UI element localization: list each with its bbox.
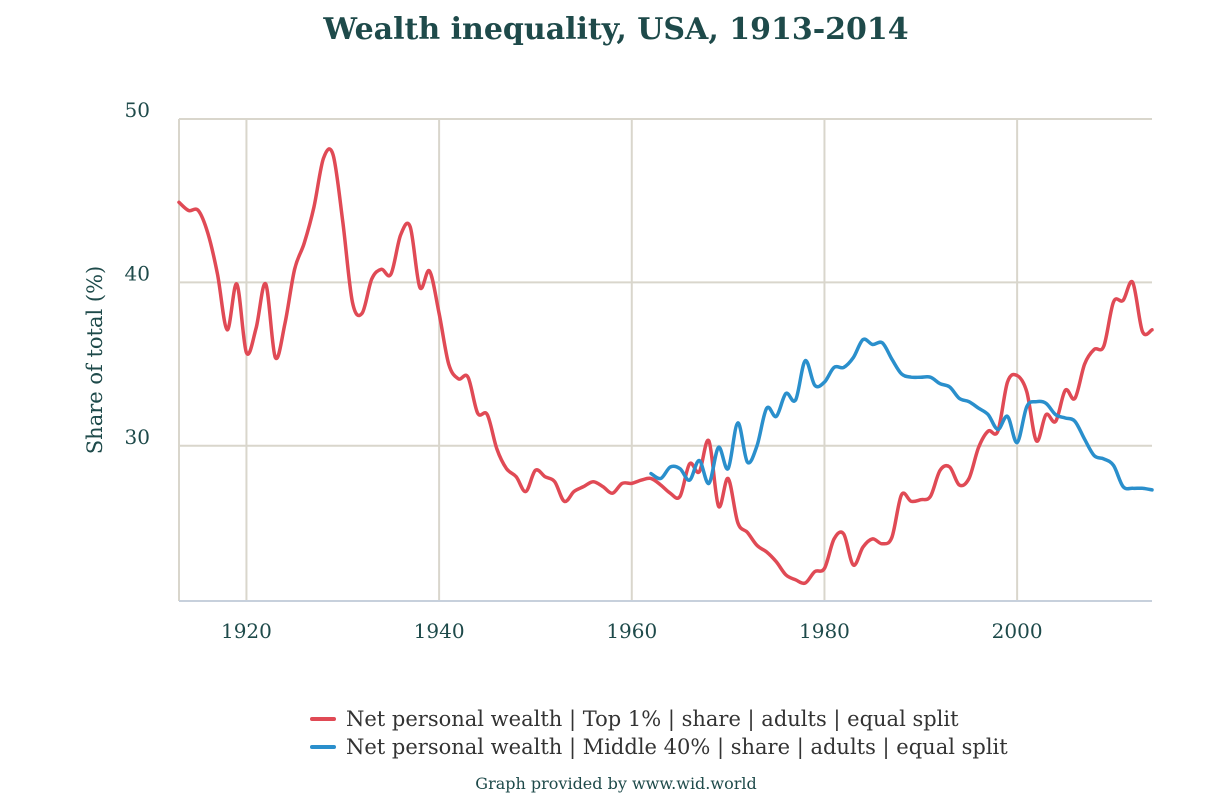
series-line-1 <box>649 337 1154 492</box>
legend: Net personal wealth | Top 1% | share | a… <box>310 705 1008 761</box>
x-tick-label-2000: 2000 <box>992 619 1043 643</box>
legend-swatch-middle40 <box>310 745 336 749</box>
x-tick-label-1920: 1920 <box>221 619 272 643</box>
axes <box>178 119 1152 602</box>
x-tick-label-1980: 1980 <box>799 619 850 643</box>
legend-label-top1: Net personal wealth | Top 1% | share | a… <box>346 707 959 731</box>
legend-swatch-top1 <box>310 717 336 721</box>
series-line-0 <box>177 147 1154 586</box>
x-tick-label-1960: 1960 <box>606 619 657 643</box>
chart-title: Wealth inequality, USA, 1913-2014 <box>323 12 909 47</box>
gridlines <box>179 118 1152 601</box>
y-axis-title: Share of total (%) <box>83 266 107 454</box>
y-tick-label-40: 40 <box>125 261 150 285</box>
y-tick-label-30: 30 <box>125 425 150 449</box>
legend-item-middle40[interactable]: Net personal wealth | Middle 40% | share… <box>310 733 1008 761</box>
credit-text[interactable]: Graph provided by www.wid.world <box>475 774 757 793</box>
y-tick-label-50: 50 <box>125 98 150 122</box>
tick-labels: 30 40 50 1920 1940 1960 1980 2000 Share of total… <box>83 98 1043 643</box>
legend-item-top1[interactable]: Net personal wealth | Top 1% | share | a… <box>310 705 1008 733</box>
x-tick-label-1940: 1940 <box>414 619 465 643</box>
series-lines <box>177 147 1154 586</box>
legend-label-middle40: Net personal wealth | Middle 40% | share… <box>346 735 1008 759</box>
